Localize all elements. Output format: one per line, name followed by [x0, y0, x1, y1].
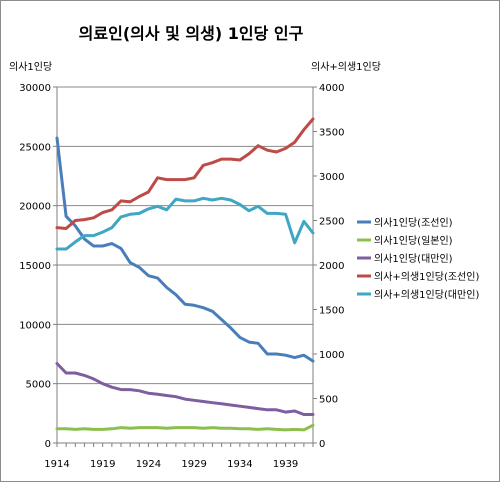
x-tick-label: 1919 [90, 459, 115, 470]
y-right-tick-label: 500 [319, 395, 338, 406]
gridlines [57, 86, 313, 385]
series-line-4 [55, 117, 315, 230]
x-tick-label: 1914 [44, 459, 69, 470]
y-right-tick-label: 1000 [319, 350, 344, 361]
series-line-1 [55, 136, 315, 363]
y-right-tick-label: 0 [319, 439, 325, 450]
legend-label: 의사+의생1인당(조선인) [374, 271, 479, 283]
legend-label: 의사+의생1인당(대만인) [374, 289, 479, 301]
legend-label: 의사1인당(일본인) [374, 235, 453, 247]
y-right-tick-label: 2500 [319, 217, 344, 228]
series-line-2 [55, 423, 315, 432]
chart-title: 의료인(의사 및 의생) 1인당 인구 [79, 24, 304, 43]
y-left-tick-label: 30000 [19, 83, 51, 94]
y-left-tick-label: 20000 [19, 202, 51, 213]
series-line-3 [55, 362, 315, 416]
y-right-tick-label: 3000 [319, 172, 344, 183]
legend-label: 의사1인당(조선인) [374, 217, 453, 229]
legend-label: 의사1인당(대만인) [374, 253, 453, 265]
y-left-tick-label: 5000 [26, 380, 51, 391]
series-line-5 [55, 196, 315, 251]
y-right-tick-label: 4000 [319, 83, 344, 94]
y-right-axis-label: 의사+의생1인당 [311, 61, 381, 73]
y-left-tick-label: 10000 [19, 320, 51, 331]
y-right-tick-label: 3500 [319, 128, 344, 139]
x-tick-label: 1929 [181, 459, 206, 470]
y-left-tick-label: 0 [45, 439, 51, 450]
legend: 의사1인당(조선인) 의사1인당(일본인) 의사1인당(대만인) 의사+의생1인당(조… [357, 217, 479, 301]
x-tick-label: 1939 [273, 459, 298, 470]
y-left-tick-label: 15000 [19, 261, 51, 272]
y-right-tick-label: 1500 [319, 306, 344, 317]
x-tick-label: 1934 [227, 459, 252, 470]
y-right-tick-label: 2000 [319, 261, 344, 272]
axes [53, 86, 317, 447]
y-left-axis-label: 의사1인당 [9, 61, 52, 73]
x-tick-label: 1924 [136, 459, 161, 470]
y-left-tick-label: 25000 [19, 142, 51, 153]
tick-labels: 0 5000 10000 15000 20000 25000 30000 0 500 1000 15… [19, 83, 344, 470]
series-lines [55, 117, 315, 432]
